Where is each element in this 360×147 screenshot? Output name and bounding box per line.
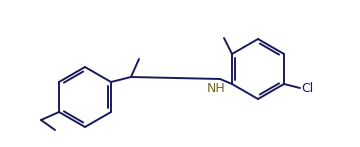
Text: Cl: Cl bbox=[301, 81, 313, 95]
Text: NH: NH bbox=[207, 82, 225, 95]
